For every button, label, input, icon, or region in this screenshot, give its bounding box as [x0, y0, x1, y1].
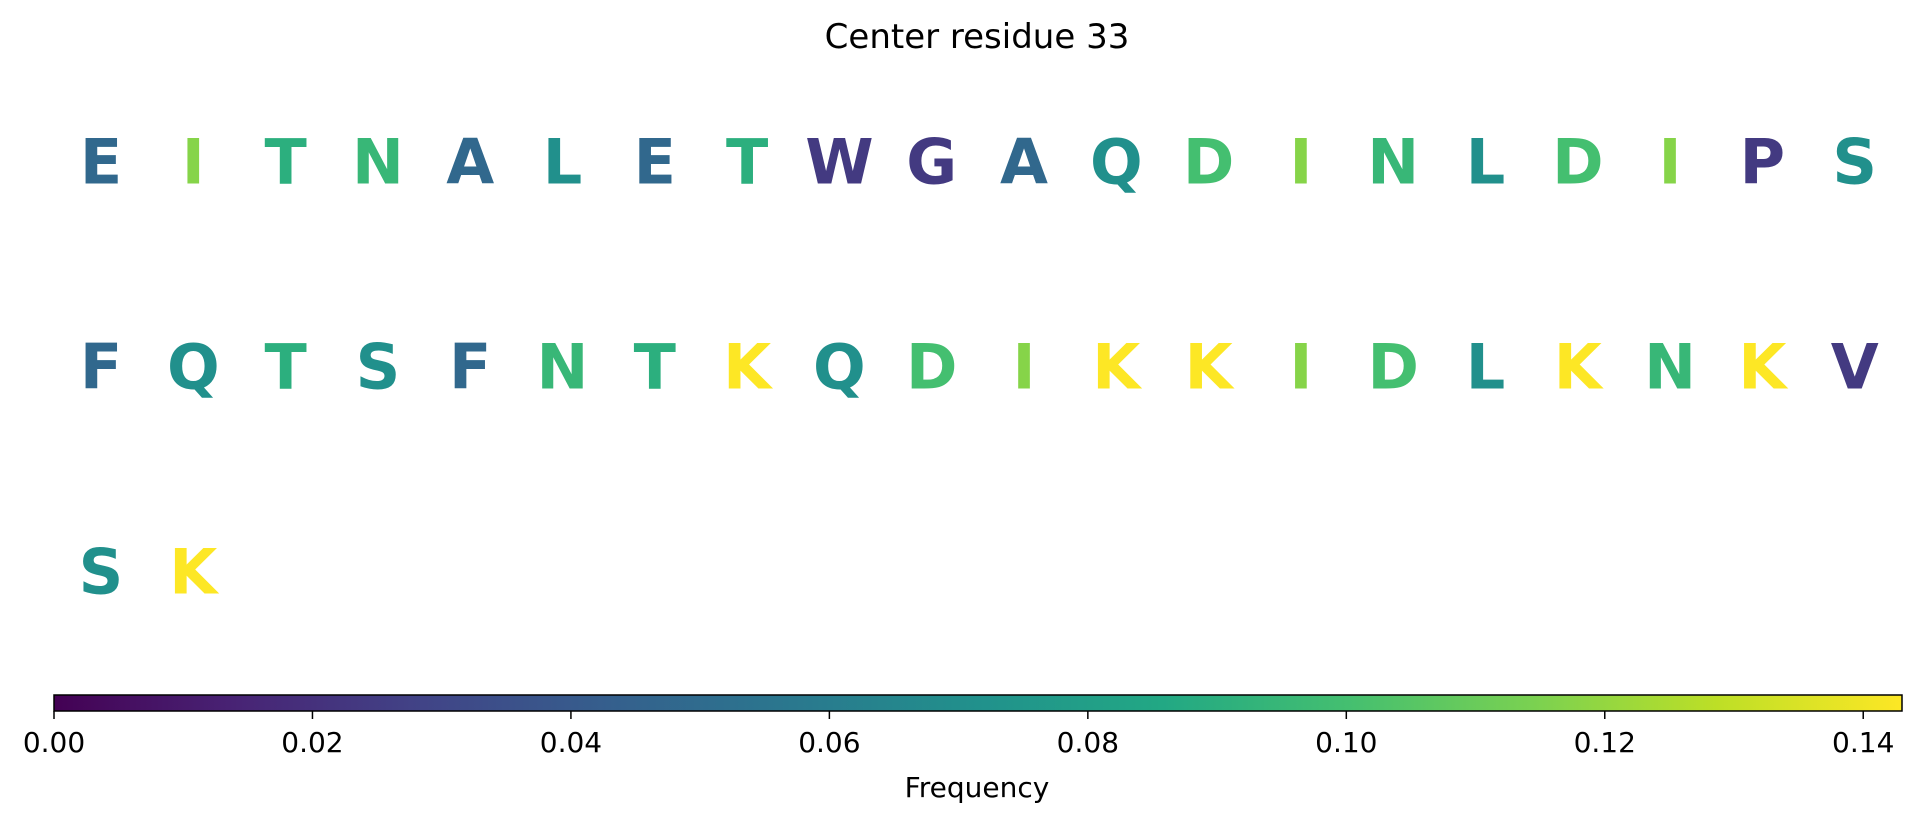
colorbar-tick-label: 0.10: [1315, 726, 1377, 759]
residue-letter: D: [1552, 126, 1603, 199]
colorbar-gradient: [53, 694, 1903, 712]
residue-letters: E I T N A L E T W G A Q D I N L D I P SF Q T S F N T K Q D I K K I D L K N K V…: [79, 126, 1879, 609]
residue-letter: K: [1738, 331, 1788, 404]
residue-letter: F: [449, 331, 491, 404]
colorbar-tick-label: 0.14: [1832, 726, 1894, 759]
residue-letter: T: [726, 126, 768, 199]
residue-letter: Q: [1090, 126, 1143, 199]
residue-letter: N: [1367, 126, 1419, 199]
colorbar-tick-label: 0.00: [23, 726, 85, 759]
colorbar-ticks: 0.00 0.02 0.04 0.06 0.08 0.10 0.12 0.14: [23, 711, 1894, 759]
residue-letter: E: [80, 126, 122, 199]
residue-letter: A: [1000, 126, 1048, 199]
residue-letter: F: [80, 331, 122, 404]
residue-letter: G: [906, 126, 957, 199]
residue-letter: S: [79, 536, 124, 609]
residue-letter: N: [352, 126, 404, 199]
residue-letter: K: [169, 536, 219, 609]
residue-letter: T: [264, 126, 306, 199]
residue-letter: D: [1183, 126, 1234, 199]
residue-letter: S: [1832, 126, 1877, 199]
residue-letter: L: [1466, 331, 1506, 404]
residue-letter: I: [182, 126, 205, 199]
residue-letter: Q: [167, 331, 220, 404]
residue-letter: W: [805, 126, 873, 199]
residue-letter: K: [1554, 331, 1604, 404]
colorbar: 0.00 0.02 0.04 0.06 0.08 0.10 0.12 0.14 Frequen…: [23, 694, 1903, 804]
residue-letter: I: [1659, 126, 1682, 199]
residue-letter: K: [1092, 331, 1142, 404]
residue-letter: V: [1831, 331, 1879, 404]
residue-letter: Q: [813, 331, 866, 404]
residue-letter: D: [906, 331, 957, 404]
colorbar-tick-label: 0.06: [798, 726, 860, 759]
residue-letter: E: [634, 126, 676, 199]
colorbar-tick-label: 0.12: [1574, 726, 1636, 759]
residue-letter: K: [1185, 331, 1235, 404]
residue-letter: L: [543, 126, 583, 199]
residue-letter: L: [1466, 126, 1506, 199]
residue-letter: D: [1367, 331, 1418, 404]
colorbar-tick-label: 0.08: [1057, 726, 1119, 759]
residue-letter: N: [537, 331, 589, 404]
residue-letter: I: [1012, 331, 1035, 404]
residue-letter: P: [1740, 126, 1785, 199]
residue-letter: N: [1644, 331, 1696, 404]
residue-letter: A: [446, 126, 494, 199]
residue-letter: I: [1289, 331, 1312, 404]
residue-letter: T: [264, 331, 306, 404]
chart-title: Center residue 33: [825, 17, 1130, 57]
residue-letter: T: [634, 331, 676, 404]
colorbar-tick-label: 0.02: [281, 726, 343, 759]
residue-letter: I: [1289, 126, 1312, 199]
colorbar-tick-label: 0.04: [540, 726, 602, 759]
colorbar-label: Frequency: [905, 771, 1050, 804]
residue-letter: K: [723, 331, 773, 404]
residue-letter: S: [356, 331, 401, 404]
